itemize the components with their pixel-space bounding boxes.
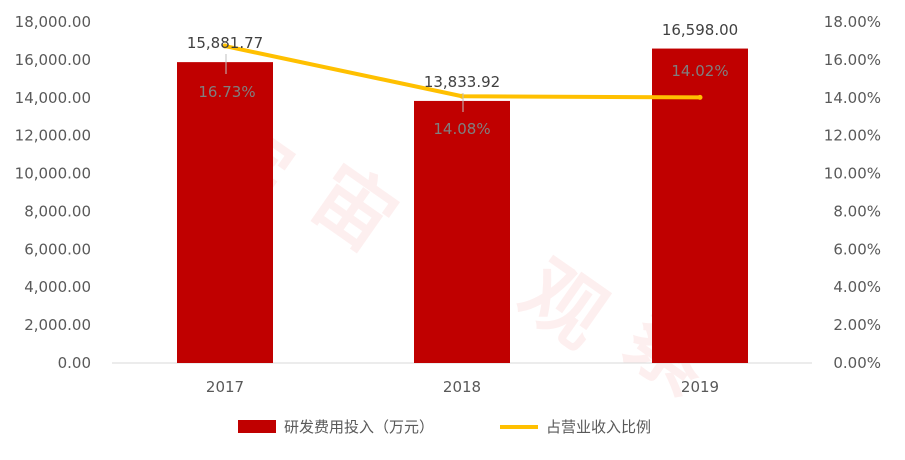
y-right-tick-label: 4.00% bbox=[833, 278, 881, 296]
line-series bbox=[222, 43, 703, 100]
legend-label-line: 占营业收入比例 bbox=[546, 418, 651, 436]
watermark-char: 宙 bbox=[294, 147, 413, 269]
y-axis-left: 0.00 2,000.00 4,000.00 6,000.00 8,000.00 10,0… bbox=[15, 13, 91, 372]
bar-2018 bbox=[414, 100, 510, 363]
line-point-2019 bbox=[697, 94, 703, 100]
y-right-tick-label: 0.00% bbox=[833, 354, 881, 372]
y-left-tick-label: 18,000.00 bbox=[15, 13, 91, 31]
y-left-tick-label: 12,000.00 bbox=[15, 127, 91, 145]
line-value-label: 14.08% bbox=[433, 120, 490, 138]
y-left-tick-label: 10,000.00 bbox=[15, 165, 91, 183]
x-tick-label: 2019 bbox=[681, 378, 719, 396]
y-right-tick-label: 2.00% bbox=[833, 316, 881, 334]
y-left-tick-label: 6,000.00 bbox=[24, 240, 91, 258]
bar-series bbox=[177, 48, 748, 363]
y-right-tick-label: 14.00% bbox=[824, 89, 881, 107]
y-left-tick-label: 0.00 bbox=[58, 354, 91, 372]
watermark-char: 观 bbox=[504, 243, 623, 365]
bar-value-label: 13,833.92 bbox=[424, 73, 500, 91]
y-left-tick-label: 8,000.00 bbox=[24, 202, 91, 220]
line-point-2017 bbox=[222, 43, 228, 49]
legend: 研发费用投入（万元） 占营业收入比例 bbox=[238, 418, 651, 436]
bar-2019 bbox=[652, 48, 748, 363]
x-axis: 2017 2018 2019 bbox=[112, 362, 812, 396]
y-right-tick-label: 12.00% bbox=[824, 127, 881, 145]
y-left-tick-label: 14,000.00 bbox=[15, 89, 91, 107]
legend-label-bar: 研发费用投入（万元） bbox=[284, 418, 434, 436]
y-left-tick-label: 2,000.00 bbox=[24, 316, 91, 334]
line-point-2018 bbox=[459, 93, 465, 99]
line-value-label: 14.02% bbox=[671, 62, 728, 80]
x-tick-label: 2018 bbox=[443, 378, 481, 396]
line-value-label: 16.73% bbox=[198, 83, 255, 101]
x-tick-label: 2017 bbox=[206, 378, 244, 396]
y-right-tick-label: 8.00% bbox=[833, 202, 881, 220]
data-labels: 15,881.77 13,833.92 16,598.00 16.73% 14.08% 1… bbox=[187, 21, 738, 138]
y-right-tick-label: 16.00% bbox=[824, 51, 881, 69]
bar-2017 bbox=[177, 62, 273, 363]
y-axis-right: 0.00% 2.00% 4.00% 6.00% 8.00% 10.00% 12.00% 14.… bbox=[824, 13, 881, 372]
bar-value-label: 16,598.00 bbox=[662, 21, 738, 39]
y-right-tick-label: 10.00% bbox=[824, 165, 881, 183]
legend-swatch-bar bbox=[238, 420, 276, 433]
bar-value-label: 15,881.77 bbox=[187, 34, 263, 52]
y-left-tick-label: 16,000.00 bbox=[15, 51, 91, 69]
y-right-tick-label: 6.00% bbox=[833, 240, 881, 258]
y-right-tick-label: 18.00% bbox=[824, 13, 881, 31]
y-left-tick-label: 4,000.00 bbox=[24, 278, 91, 296]
